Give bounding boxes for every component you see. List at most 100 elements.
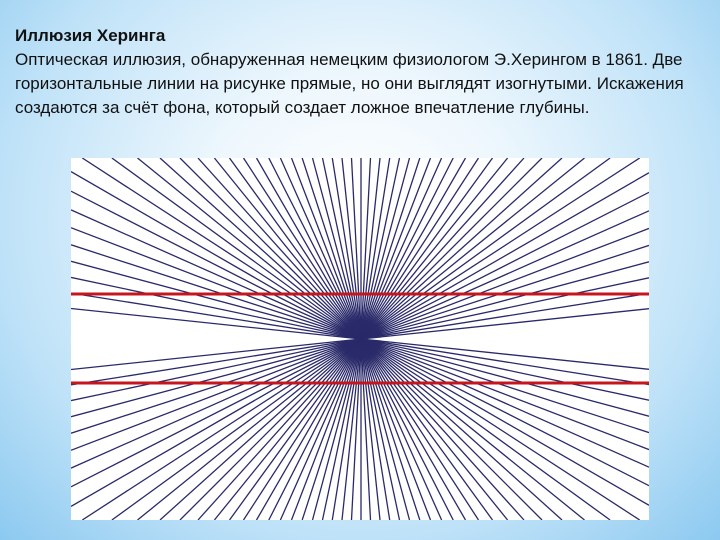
ray-line xyxy=(213,338,362,520)
ray-line xyxy=(71,307,362,340)
ray-line xyxy=(71,171,362,340)
ray-line xyxy=(360,261,649,340)
ray-line xyxy=(360,158,509,340)
ray-line xyxy=(360,338,563,520)
ray-line xyxy=(360,338,585,520)
ray-line xyxy=(360,158,543,340)
ray-line xyxy=(360,338,454,520)
ray-line xyxy=(360,158,480,340)
ray-line xyxy=(360,338,381,520)
ray-line xyxy=(360,158,421,340)
ray-line xyxy=(360,338,649,401)
ray-line xyxy=(360,277,649,340)
ray-line xyxy=(360,338,494,520)
ray-line xyxy=(71,292,362,340)
ray-line xyxy=(242,338,362,520)
ray-line xyxy=(81,338,362,520)
ray-line xyxy=(360,227,649,340)
ray-line xyxy=(360,338,649,434)
ray-line xyxy=(255,338,362,520)
ray-line xyxy=(331,338,362,520)
ray-line xyxy=(360,338,543,520)
ray-line xyxy=(311,338,362,520)
ray-line xyxy=(71,338,362,507)
ray-line xyxy=(71,190,362,340)
ray-line xyxy=(255,158,362,340)
ray-line xyxy=(360,158,611,340)
ray-line xyxy=(350,158,362,340)
ray-line xyxy=(360,338,411,520)
ray-line xyxy=(197,158,362,340)
ray-line xyxy=(360,158,494,340)
ray-line xyxy=(360,158,381,340)
ray-line xyxy=(159,158,362,340)
ray-line xyxy=(360,158,563,340)
ray-line xyxy=(360,158,443,340)
ray-line xyxy=(71,338,362,371)
ray-line xyxy=(360,158,585,340)
slide-title: Иллюзия Херинга xyxy=(15,26,166,45)
ray-line xyxy=(360,158,467,340)
ray-line xyxy=(71,338,362,469)
ray-line xyxy=(71,338,362,418)
radiating-rays xyxy=(71,158,649,520)
ray-line xyxy=(360,158,391,340)
ray-line xyxy=(71,209,362,340)
ray-line xyxy=(71,260,362,340)
ray-line xyxy=(179,338,362,520)
ray-line xyxy=(111,158,362,340)
ray-line xyxy=(321,158,362,340)
ray-line xyxy=(360,338,509,520)
ray-line xyxy=(360,292,649,340)
ray-line xyxy=(71,227,362,340)
ray-line xyxy=(331,158,362,340)
ray-line xyxy=(360,338,401,520)
ray-line xyxy=(290,338,362,520)
ray-line xyxy=(81,158,362,340)
ray-line xyxy=(360,158,372,340)
ray-line xyxy=(360,338,611,520)
ray-line xyxy=(137,158,362,340)
ray-line xyxy=(360,338,649,468)
ray-line xyxy=(179,158,362,340)
ray-line xyxy=(268,158,362,340)
ray-line xyxy=(197,338,362,520)
ray-line xyxy=(360,338,372,520)
slide-text-block: Иллюзия Херинга Оптическая иллюзия, обна… xyxy=(15,24,705,120)
ray-line xyxy=(360,338,641,520)
ray-line xyxy=(71,338,362,386)
ray-line xyxy=(360,338,649,370)
ray-line xyxy=(360,338,649,506)
ray-line xyxy=(360,338,649,451)
ray-line xyxy=(137,338,362,520)
hering-illusion-figure xyxy=(71,158,649,520)
ray-line xyxy=(341,338,362,520)
ray-line xyxy=(71,338,362,434)
ray-line xyxy=(360,338,391,520)
ray-line xyxy=(71,338,362,451)
ray-line xyxy=(360,338,649,487)
slide-description: Оптическая иллюзия, обнаруженная немецки… xyxy=(15,50,684,117)
ray-line xyxy=(268,338,362,520)
ray-line xyxy=(228,158,362,340)
ray-line xyxy=(301,338,362,520)
ray-line xyxy=(360,158,525,340)
ray-line xyxy=(360,308,649,340)
ray-line xyxy=(290,158,362,340)
ray-line xyxy=(360,172,649,340)
ray-line xyxy=(360,244,649,340)
ray-line xyxy=(360,338,467,520)
ray-line xyxy=(341,158,362,340)
ray-line xyxy=(311,158,362,340)
ray-line xyxy=(279,338,362,520)
ray-line xyxy=(301,158,362,340)
ray-line xyxy=(360,158,641,340)
ray-line xyxy=(71,276,362,340)
ray-line xyxy=(360,158,401,340)
ray-line xyxy=(360,338,443,520)
ray-line xyxy=(111,338,362,520)
ray-line xyxy=(350,338,362,520)
ray-line xyxy=(360,191,649,340)
ray-line xyxy=(360,338,525,520)
ray-line xyxy=(360,338,432,520)
